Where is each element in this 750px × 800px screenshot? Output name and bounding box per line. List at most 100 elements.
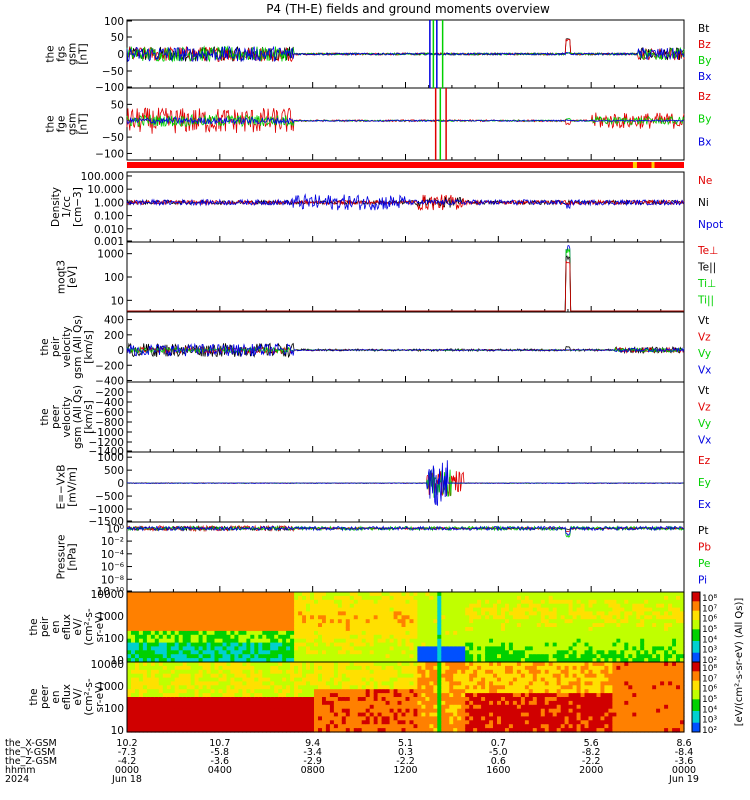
- spec-cell-peer_spec: [417, 728, 422, 733]
- spec-cell-peir_spec: [138, 630, 144, 636]
- spec-cell-peir_spec: [453, 611, 458, 616]
- spec-cell-peer_spec: [461, 704, 466, 710]
- spec-cell-peir_spec: [457, 595, 462, 601]
- spec-cell-peer_spec: [501, 724, 506, 729]
- spec-cell-peer_spec: [429, 704, 434, 710]
- spec-cell-peir_spec: [146, 619, 152, 624]
- spec-cell-peir_spec: [405, 630, 411, 636]
- spec-cell-peer_spec: [544, 673, 550, 679]
- spec-cell-peir_spec: [437, 638, 442, 644]
- spec-cell-peer_spec: [493, 700, 498, 706]
- spec-cell-peer_spec: [473, 669, 478, 675]
- y-tick-label-peir_vel-4: −400: [95, 375, 124, 387]
- density-npot: [126, 193, 685, 211]
- spec-cell-peer_spec: [389, 677, 395, 683]
- spec-cell-peir_spec: [357, 634, 363, 640]
- spec-cell-peer_spec: [198, 728, 204, 733]
- spec-cell-peer_spec: [194, 693, 200, 698]
- spec-cell-peer_spec: [142, 720, 148, 725]
- spec-cell-peir_spec: [135, 619, 140, 624]
- spec-cell-peir_spec: [473, 615, 478, 620]
- spec-cell-peer_spec: [532, 712, 538, 718]
- spec-cell-peir_spec: [437, 646, 442, 651]
- spec-cell-peir_spec: [206, 611, 212, 616]
- spec-cell-peer_spec: [290, 712, 295, 718]
- spec-cell-peir_spec: [162, 599, 168, 605]
- spec-cell-peir_spec: [680, 607, 685, 613]
- spec-cell-peir_spec: [477, 611, 482, 616]
- spec-cell-peer_spec: [381, 685, 387, 690]
- spec-cell-peir_spec: [146, 654, 152, 659]
- spec-cell-peir_spec: [127, 650, 132, 655]
- spec-cell-peir_spec: [461, 603, 466, 609]
- spec-cell-peer_spec: [230, 681, 235, 686]
- spec-cell-peir_spec: [556, 619, 562, 624]
- spec-cell-peer_spec: [453, 720, 458, 725]
- spec-cell-peer_spec: [186, 662, 192, 667]
- spec-cell-peir_spec: [505, 642, 510, 648]
- y-tick-label-pressure-5: 10⁻¹⁰: [97, 586, 124, 598]
- spec-cell-peer_spec: [421, 669, 426, 675]
- spec-cell-peer_spec: [381, 716, 387, 721]
- spec-cell-peer_spec: [318, 700, 323, 706]
- spec-cell-peir_spec: [373, 607, 379, 613]
- spec-cell-peer_spec: [202, 673, 208, 679]
- spec-cell-peir_spec: [202, 654, 208, 659]
- spec-cell-peir_spec: [397, 603, 403, 609]
- spec-cell-peir_spec: [501, 592, 506, 597]
- spec-cell-peir_spec: [560, 599, 566, 605]
- spec-cell-peer_spec: [238, 712, 243, 718]
- spec-cell-peir_spec: [214, 627, 220, 632]
- spec-cell-peir_spec: [174, 650, 180, 655]
- spec-cell-peer_spec: [310, 720, 315, 725]
- spec-cell-peir_spec: [656, 634, 661, 640]
- spec-cell-peir_spec: [190, 619, 196, 624]
- spec-cell-peir_spec: [178, 654, 184, 659]
- spec-cell-peir_spec: [286, 611, 291, 616]
- spec-cell-peir_spec: [441, 638, 446, 644]
- spec-cell-peer_spec: [520, 681, 526, 686]
- spec-cell-peir_spec: [532, 592, 538, 597]
- spec-cell-peer_spec: [481, 708, 486, 714]
- spec-cell-peir_spec: [516, 646, 522, 651]
- spec-cell-peer_spec: [397, 669, 403, 675]
- y-axis-label-line: the: [39, 338, 51, 355]
- spec-cell-peer_spec: [473, 665, 478, 671]
- spec-cell-peer_spec: [373, 669, 379, 675]
- spec-cell-peir_spec: [548, 592, 554, 597]
- spec-cell-peir_spec: [493, 658, 498, 663]
- spec-cell-peir_spec: [198, 646, 204, 651]
- spec-cell-peer_spec: [441, 720, 446, 725]
- spec-cell-peir_spec: [413, 634, 419, 640]
- spec-cell-peer_spec: [437, 681, 442, 686]
- spec-cell-peer_spec: [477, 677, 482, 683]
- spec-cell-peer_spec: [560, 724, 566, 729]
- spec-cell-peer_spec: [329, 673, 335, 679]
- spec-cell-peir_spec: [568, 603, 574, 609]
- spec-cell-peir_spec: [278, 630, 283, 636]
- spec-cell-peer_spec: [274, 677, 279, 683]
- spec-cell-peir_spec: [127, 611, 132, 616]
- spec-cell-peer_spec: [385, 662, 391, 667]
- spec-cell-peir_spec: [198, 592, 204, 597]
- spec-cell-peir_spec: [131, 627, 136, 632]
- spec-cell-peir_spec: [270, 599, 275, 605]
- spec-cell-peer_spec: [230, 704, 235, 710]
- spec-cell-peer_spec: [345, 720, 351, 725]
- spec-cell-peer_spec: [556, 662, 562, 667]
- spec-cell-peer_spec: [405, 704, 411, 710]
- spec-cell-peer_spec: [274, 712, 279, 718]
- spec-cell-peer_spec: [393, 669, 399, 675]
- spec-cell-peer_spec: [294, 673, 299, 679]
- spec-cell-peir_spec: [329, 634, 335, 640]
- quality-flag-yellow-2: [651, 162, 655, 168]
- spec-cell-peir_spec: [652, 611, 657, 616]
- spec-cell-peer_spec: [389, 685, 395, 690]
- spec-cell-peer_spec: [150, 700, 156, 706]
- spec-cell-peir_spec: [612, 658, 617, 663]
- spec-cell-peir_spec: [294, 592, 299, 597]
- spec-cell-peir_spec: [596, 630, 602, 636]
- spec-cell-peir_spec: [186, 627, 192, 632]
- spec-cell-peer_spec: [170, 700, 176, 706]
- spec-cell-peer_spec: [345, 665, 351, 671]
